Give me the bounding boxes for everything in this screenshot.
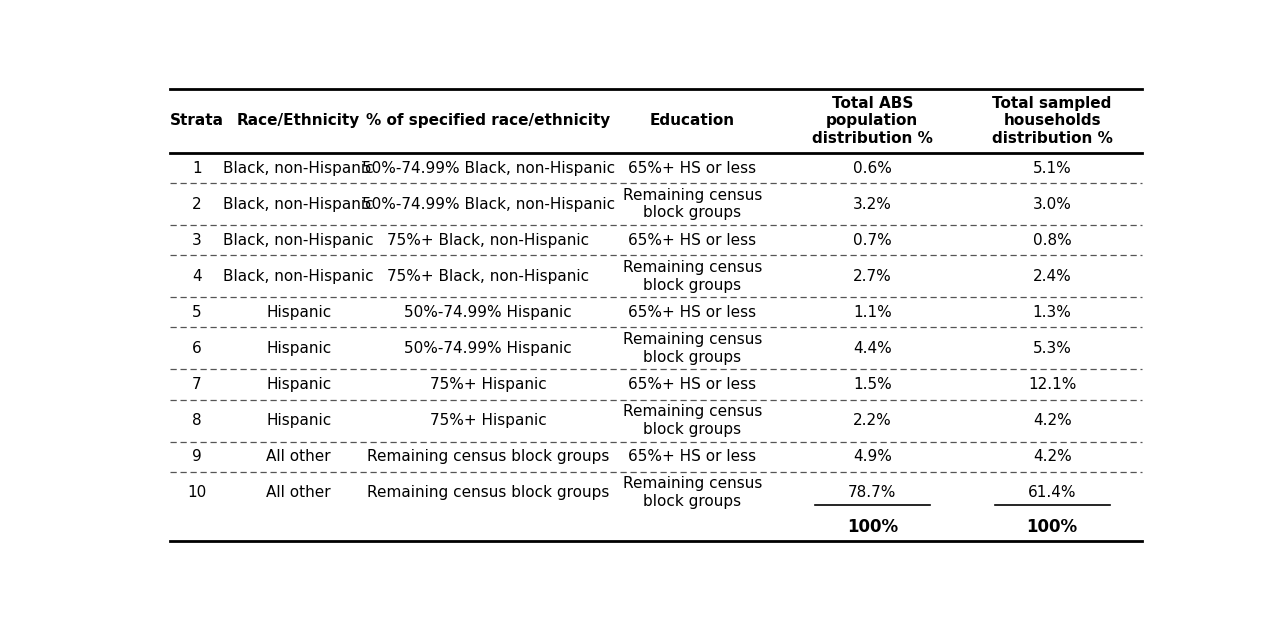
Text: Total sampled
households
distribution %: Total sampled households distribution % xyxy=(992,96,1112,146)
Text: 1.5%: 1.5% xyxy=(852,377,892,392)
Text: 100%: 100% xyxy=(1027,518,1078,536)
Text: 2.4%: 2.4% xyxy=(1033,269,1071,284)
Text: 3.0%: 3.0% xyxy=(1033,197,1071,212)
Text: 6: 6 xyxy=(192,341,201,356)
Text: All other: All other xyxy=(266,485,332,500)
Text: Remaining census
block groups: Remaining census block groups xyxy=(623,332,762,365)
Text: Strata: Strata xyxy=(170,113,224,128)
Text: 2.2%: 2.2% xyxy=(852,413,892,428)
Text: Remaining census block groups: Remaining census block groups xyxy=(367,485,609,500)
Text: Hispanic: Hispanic xyxy=(266,341,332,356)
Text: 5.3%: 5.3% xyxy=(1033,341,1071,356)
Text: 1: 1 xyxy=(192,161,201,175)
Text: Total ABS
population
distribution %: Total ABS population distribution % xyxy=(812,96,933,146)
Text: Hispanic: Hispanic xyxy=(266,377,332,392)
Text: 0.6%: 0.6% xyxy=(852,161,892,175)
Text: 10: 10 xyxy=(187,485,206,500)
Text: 2.7%: 2.7% xyxy=(852,269,892,284)
Text: 75%+ Hispanic: 75%+ Hispanic xyxy=(430,377,547,392)
Text: 2: 2 xyxy=(192,197,201,212)
Text: % of specified race/ethnicity: % of specified race/ethnicity xyxy=(366,113,611,128)
Text: Black, non-Hispanic: Black, non-Hispanic xyxy=(224,269,374,284)
Text: Remaining census
block groups: Remaining census block groups xyxy=(623,188,762,221)
Text: 75%+ Hispanic: 75%+ Hispanic xyxy=(430,413,547,428)
Text: 65%+ HS or less: 65%+ HS or less xyxy=(628,232,756,248)
Text: 65%+ HS or less: 65%+ HS or less xyxy=(628,377,756,392)
Text: 0.8%: 0.8% xyxy=(1033,232,1071,248)
Text: 50%-74.99% Black, non-Hispanic: 50%-74.99% Black, non-Hispanic xyxy=(362,197,614,212)
Text: 5.1%: 5.1% xyxy=(1033,161,1071,175)
Text: 0.7%: 0.7% xyxy=(852,232,892,248)
Text: 75%+ Black, non-Hispanic: 75%+ Black, non-Hispanic xyxy=(388,269,589,284)
Text: 12.1%: 12.1% xyxy=(1028,377,1076,392)
Text: Remaining census
block groups: Remaining census block groups xyxy=(623,260,762,293)
Text: Race/Ethnicity: Race/Ethnicity xyxy=(237,113,361,128)
Text: Remaining census
block groups: Remaining census block groups xyxy=(623,404,762,436)
Text: 65%+ HS or less: 65%+ HS or less xyxy=(628,161,756,175)
Text: Black, non-Hispanic: Black, non-Hispanic xyxy=(224,161,374,175)
Text: Hispanic: Hispanic xyxy=(266,305,332,320)
Text: Black, non-Hispanic: Black, non-Hispanic xyxy=(224,232,374,248)
Text: Black, non-Hispanic: Black, non-Hispanic xyxy=(224,197,374,212)
Text: 61.4%: 61.4% xyxy=(1028,485,1076,500)
Text: 4.9%: 4.9% xyxy=(852,449,892,464)
Text: Hispanic: Hispanic xyxy=(266,413,332,428)
Text: 75%+ Black, non-Hispanic: 75%+ Black, non-Hispanic xyxy=(388,232,589,248)
Text: Education: Education xyxy=(650,113,735,128)
Text: 3.2%: 3.2% xyxy=(852,197,892,212)
Text: 50%-74.99% Hispanic: 50%-74.99% Hispanic xyxy=(404,341,572,356)
Text: 4.2%: 4.2% xyxy=(1033,449,1071,464)
Text: 7: 7 xyxy=(192,377,201,392)
Text: 100%: 100% xyxy=(847,518,897,536)
Text: 5: 5 xyxy=(192,305,201,320)
Text: 78.7%: 78.7% xyxy=(849,485,896,500)
Text: 1.3%: 1.3% xyxy=(1033,305,1071,320)
Text: 4: 4 xyxy=(192,269,201,284)
Text: 4.2%: 4.2% xyxy=(1033,413,1071,428)
Text: 9: 9 xyxy=(192,449,201,464)
Text: 65%+ HS or less: 65%+ HS or less xyxy=(628,449,756,464)
Text: 8: 8 xyxy=(192,413,201,428)
Text: All other: All other xyxy=(266,449,332,464)
Text: 65%+ HS or less: 65%+ HS or less xyxy=(628,305,756,320)
Text: Remaining census block groups: Remaining census block groups xyxy=(367,449,609,464)
Text: 50%-74.99% Hispanic: 50%-74.99% Hispanic xyxy=(404,305,572,320)
Text: 50%-74.99% Black, non-Hispanic: 50%-74.99% Black, non-Hispanic xyxy=(362,161,614,175)
Text: 3: 3 xyxy=(192,232,201,248)
Text: 4.4%: 4.4% xyxy=(852,341,892,356)
Text: Remaining census
block groups: Remaining census block groups xyxy=(623,476,762,509)
Text: 1.1%: 1.1% xyxy=(852,305,892,320)
